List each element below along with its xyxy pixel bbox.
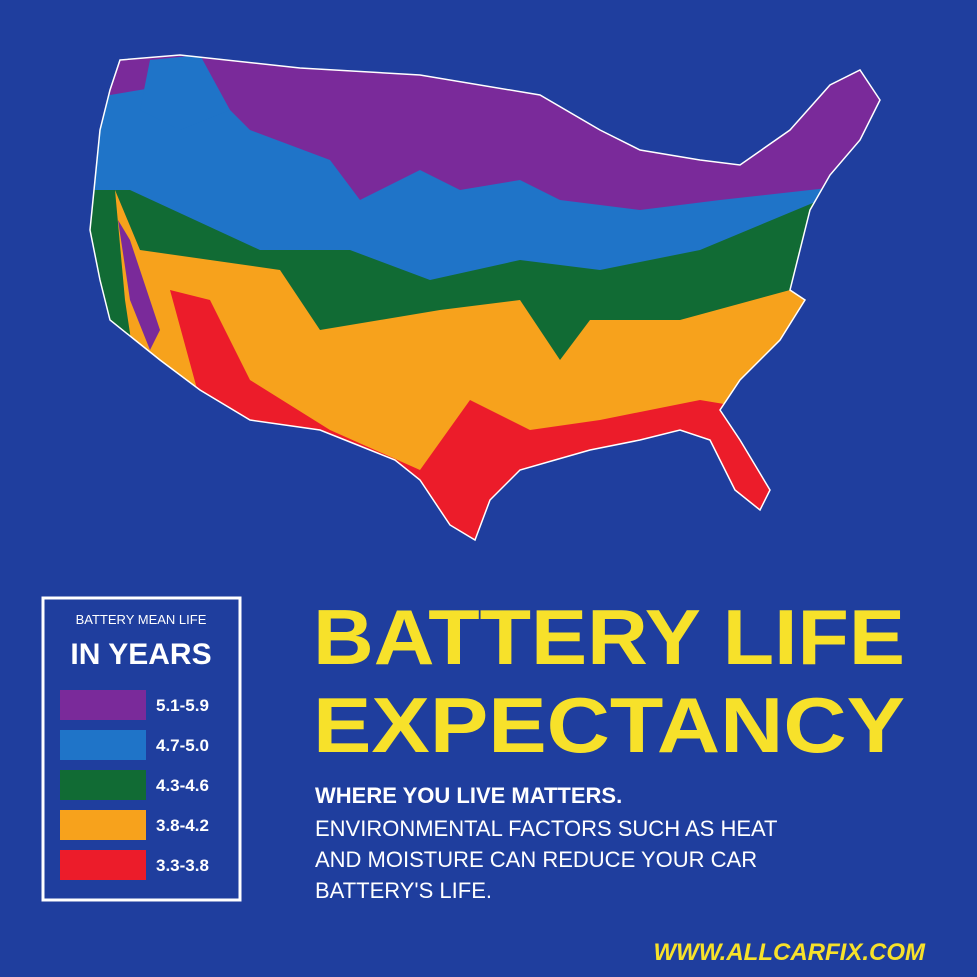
url: WWW.ALLCARFIX.COM: [654, 939, 926, 966]
title-line: EXPECTANCY: [313, 681, 905, 769]
legend-swatch: [60, 730, 146, 760]
legend-label: 3.3-3.8: [156, 856, 209, 875]
legend-label: 5.1-5.9: [156, 696, 209, 715]
subtitle: WHERE YOU LIVE MATTERS.: [315, 783, 622, 808]
legend-swatch: [60, 810, 146, 840]
legend: 5.1-5.9 4.7-5.0 4.3-4.6 3.8-4.2 3.3-3.8: [60, 690, 209, 880]
legend-label: 4.7-5.0: [156, 736, 209, 755]
title-line: BATTERY LIFE: [313, 593, 905, 681]
legend-label: 4.3-4.6: [156, 776, 209, 795]
body-line: AND MOISTURE CAN REDUCE YOUR CAR: [315, 847, 757, 872]
legend-title: IN YEARS: [70, 638, 211, 671]
legend-heading: BATTERY MEAN LIFE: [76, 612, 207, 627]
map-zone: [118, 220, 160, 350]
legend-swatch: [60, 770, 146, 800]
legend-swatch: [60, 690, 146, 720]
legend-label: 3.8-4.2: [156, 816, 209, 835]
body-line: ENVIRONMENTAL FACTORS SUCH AS HEAT: [315, 816, 777, 841]
legend-box: [41, 596, 242, 902]
map-zone: [140, 55, 230, 130]
body-line: BATTERY'S LIFE.: [315, 878, 492, 903]
legend-swatch: [60, 850, 146, 880]
